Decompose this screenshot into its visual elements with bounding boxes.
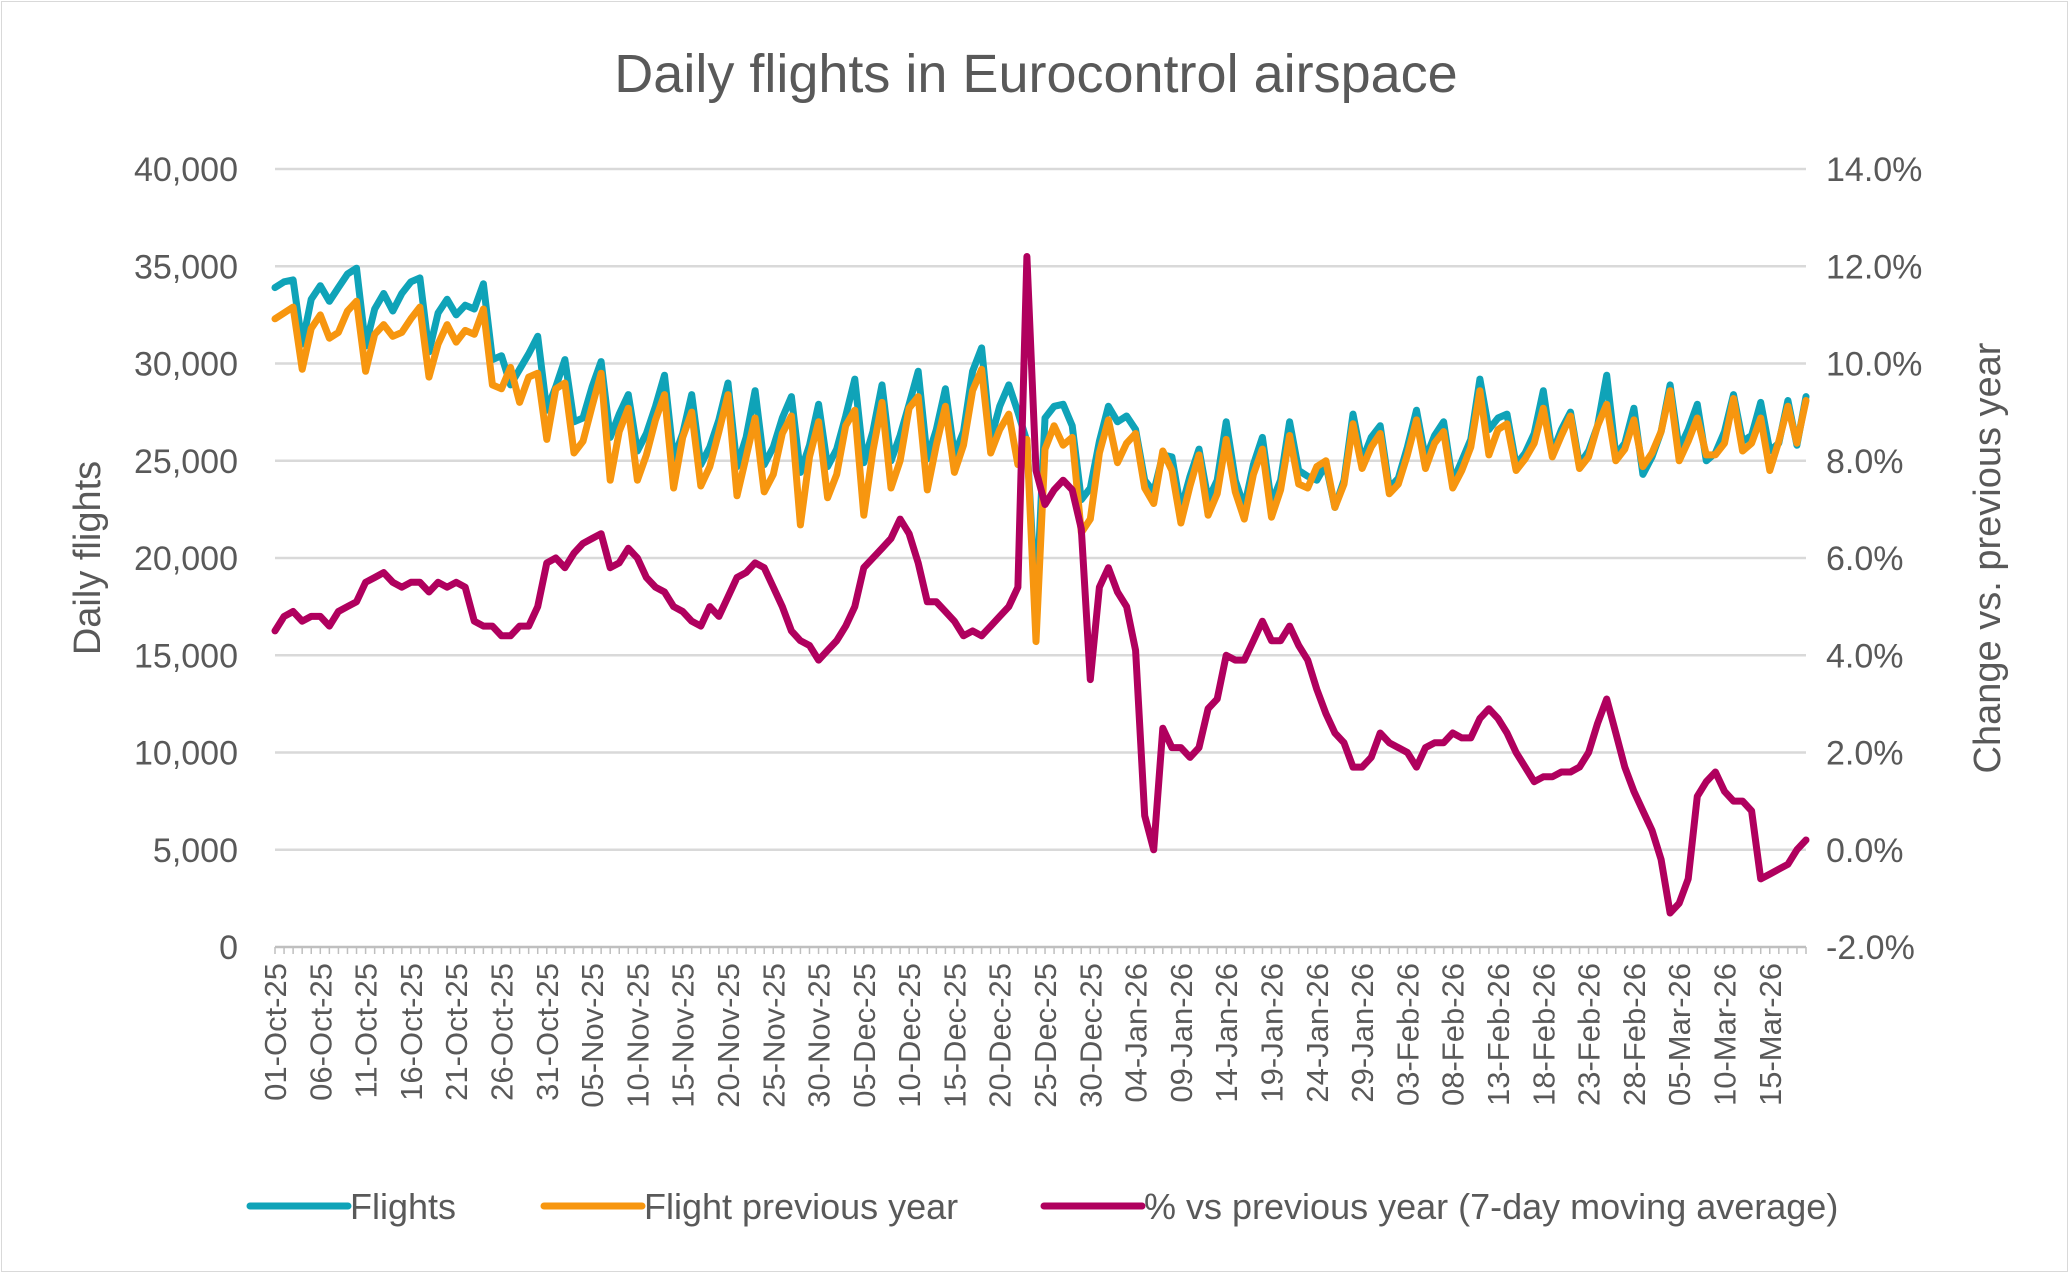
x-tick-label: 28-Feb-26 [1617,963,1652,1106]
x-tick-label: 30-Nov-25 [802,963,837,1108]
series-line-pct-change [271,253,1810,917]
right-axis-ticks: -2.0% 0.0% 2.0% 4.0% 6.0% 8.0% 10.0% 12.0% 14.0% [1826,151,1922,967]
x-tick-label: 23-Feb-26 [1572,963,1607,1106]
x-tick-label: 04-Jan-26 [1119,963,1154,1103]
x-tick-label: 15-Mar-26 [1753,963,1788,1106]
x-tick-label: 05-Mar-26 [1662,963,1697,1106]
y-tick-label: 20,000 [134,540,238,578]
y2-tick-label: 4.0% [1826,637,1904,675]
y-tick-label: 5,000 [153,832,238,870]
series-lines [271,253,1810,917]
y2-tick-label: 2.0% [1826,735,1904,773]
x-tick-label: 09-Jan-26 [1164,963,1199,1103]
x-tick-label: 14-Jan-26 [1209,963,1244,1103]
x-tick-label: 19-Jan-26 [1255,963,1290,1103]
x-tick-label: 10-Dec-25 [892,963,927,1108]
x-tick-label: 05-Dec-25 [847,963,882,1108]
x-tick-label: 13-Feb-26 [1481,963,1516,1106]
left-axis-label: Daily flights [67,461,109,655]
y2-tick-label: 12.0% [1826,248,1922,286]
x-tick-label: 29-Jan-26 [1345,963,1380,1103]
x-tick-label: 06-Oct-25 [303,963,338,1101]
x-tick-label: 08-Feb-26 [1436,963,1471,1106]
x-tick-label: 10-Nov-25 [620,963,655,1108]
legend: Flights Flight previous year % vs previous… [246,1186,1838,1227]
x-tick-label: 15-Dec-25 [937,963,972,1108]
legend-label: Flight previous year [644,1186,958,1227]
x-tick-label: 26-Oct-25 [484,963,519,1101]
y-tick-label: 15,000 [134,637,238,675]
x-tick-label: 16-Oct-25 [394,963,429,1101]
x-tick-label: 20-Dec-25 [983,963,1018,1108]
y2-tick-label: 8.0% [1826,443,1904,481]
chart-title: Daily flights in Eurocontrol airspace [614,44,1457,104]
right-axis-label: Change vs. previous year [1967,342,2009,773]
y2-tick-label: -2.0% [1826,929,1915,967]
x-tick-label: 30-Dec-25 [1073,963,1108,1108]
y-tick-label: 40,000 [134,151,238,189]
x-axis-ticks: 01-Oct-25 06-Oct-25 11-Oct-25 16-Oct-25 21-O… [258,947,1807,1108]
x-tick-label: 01-Oct-25 [258,963,293,1101]
x-tick-label: 20-Nov-25 [711,963,746,1108]
left-axis-ticks: 0 5,000 10,000 15,000 20,000 25,000 30,000 35,0… [134,151,238,967]
y2-tick-label: 6.0% [1826,540,1904,578]
x-tick-label: 05-Nov-25 [575,963,610,1108]
series-line-previous-year [271,297,1810,646]
y2-tick-label: 0.0% [1826,832,1904,870]
x-tick-label: 18-Feb-26 [1526,963,1561,1106]
legend-label: Flights [350,1186,456,1227]
y2-tick-label: 10.0% [1826,346,1922,384]
y-tick-label: 10,000 [134,735,238,773]
x-tick-label: 25-Dec-25 [1028,963,1063,1108]
x-tick-label: 11-Oct-25 [349,963,384,1099]
legend-label: % vs previous year (7-day moving average… [1144,1186,1838,1227]
x-tick-label: 10-Mar-26 [1707,963,1742,1106]
x-tick-label: 03-Feb-26 [1390,963,1425,1106]
x-tick-label: 25-Nov-25 [756,963,791,1108]
y-tick-label: 35,000 [134,248,238,286]
y2-tick-label: 14.0% [1826,151,1922,189]
x-tick-label: 31-Oct-25 [530,963,565,1101]
x-tick-label: 21-Oct-25 [439,963,474,1101]
y-tick-label: 0 [219,929,238,967]
x-tick-label: 15-Nov-25 [666,963,701,1108]
y-tick-label: 25,000 [134,443,238,481]
x-tick-label: 24-Jan-26 [1300,963,1335,1103]
y-tick-label: 30,000 [134,346,238,384]
